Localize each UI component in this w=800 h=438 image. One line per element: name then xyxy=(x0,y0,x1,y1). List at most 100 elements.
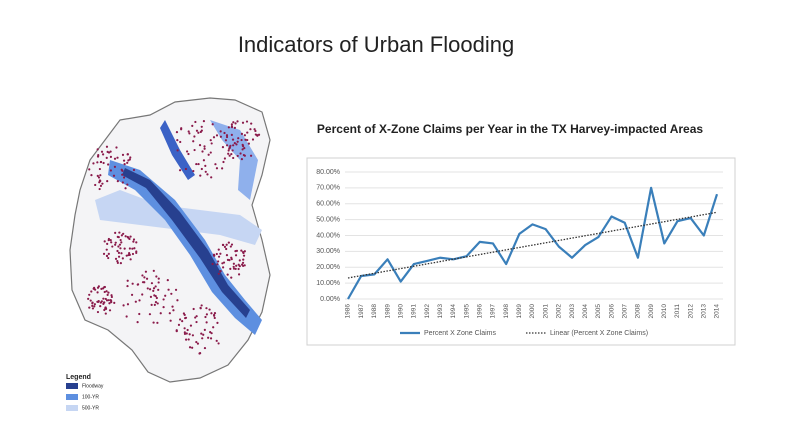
claim-dot xyxy=(126,279,129,282)
claim-dot xyxy=(175,330,178,333)
claim-dot xyxy=(107,299,110,302)
claim-dot xyxy=(110,241,113,244)
claim-dot xyxy=(90,290,93,293)
claim-dot xyxy=(96,155,100,158)
claim-dot xyxy=(88,306,91,309)
claim-dot xyxy=(92,162,95,165)
x-tick-label: 2009 xyxy=(648,304,655,319)
claim-dot xyxy=(134,300,137,303)
claim-dot xyxy=(208,308,211,311)
claim-dot xyxy=(222,261,226,264)
claim-dot xyxy=(122,176,126,179)
claim-dot xyxy=(187,338,190,341)
claim-dot xyxy=(241,261,245,264)
claim-dot xyxy=(228,146,231,149)
claim-dot xyxy=(237,263,240,266)
claim-dot xyxy=(223,245,227,248)
floodway xyxy=(122,168,250,318)
claim-dot xyxy=(227,241,230,244)
claim-dot xyxy=(162,298,165,301)
claim-dot xyxy=(116,249,119,253)
claim-dot xyxy=(192,307,195,311)
claim-dot xyxy=(113,301,116,304)
claim-dot xyxy=(229,144,232,147)
claim-dot xyxy=(132,238,136,241)
legend-label: Floodway xyxy=(82,383,104,389)
claim-dot xyxy=(232,265,235,268)
claim-dot xyxy=(217,260,220,263)
claim-dot xyxy=(179,140,182,144)
claim-dot xyxy=(222,160,225,164)
claim-dot xyxy=(128,247,131,250)
x-tick-label: 2002 xyxy=(556,304,563,319)
claim-dot xyxy=(197,131,200,134)
claim-dot xyxy=(131,252,135,256)
claim-dot xyxy=(230,125,234,128)
claim-dot xyxy=(235,264,238,267)
claim-dot xyxy=(221,243,225,246)
claim-dot xyxy=(239,152,242,155)
claim-dot xyxy=(188,132,191,135)
claim-dot xyxy=(215,167,219,170)
claim-dot xyxy=(241,148,244,151)
claim-dot xyxy=(174,288,178,291)
claim-dot xyxy=(213,316,216,320)
slide-title: Indicators of Urban Flooding xyxy=(238,32,514,57)
x-tick-label: 1991 xyxy=(411,304,418,319)
claim-dot xyxy=(234,267,237,270)
claim-dot xyxy=(138,312,141,316)
claim-dot xyxy=(242,251,245,255)
claim-dot xyxy=(196,342,200,345)
claim-dot xyxy=(217,255,221,258)
claim-dot xyxy=(205,321,208,324)
claim-dot xyxy=(207,153,210,156)
claim-dot xyxy=(168,312,171,315)
claim-dot xyxy=(128,253,131,256)
x-tick-label: 1997 xyxy=(490,304,497,319)
claim-dot xyxy=(96,310,100,314)
claim-dot xyxy=(200,332,203,335)
claim-dot xyxy=(152,269,155,272)
claim-dot xyxy=(209,139,212,142)
claim-dot xyxy=(251,138,255,141)
claim-dot xyxy=(116,156,119,159)
claim-dot xyxy=(129,156,132,159)
claim-dot xyxy=(116,261,119,264)
claim-dot xyxy=(195,340,198,344)
y-tick-label: 40.00% xyxy=(316,232,340,239)
claim-dot xyxy=(107,291,110,294)
claim-dot xyxy=(232,156,235,160)
claim-dot xyxy=(164,294,167,297)
legend-label: Percent X Zone Claims xyxy=(424,330,496,337)
claim-dot xyxy=(216,263,219,266)
claim-dot xyxy=(99,184,103,187)
claim-dot xyxy=(203,328,206,331)
claim-dot xyxy=(106,242,109,245)
claim-dot xyxy=(195,162,198,166)
claim-dot xyxy=(240,263,244,266)
claim-dot xyxy=(202,333,205,336)
claim-dot xyxy=(123,247,126,250)
claim-dot xyxy=(224,139,228,142)
claim-dot xyxy=(195,315,198,318)
claim-dot xyxy=(219,135,223,138)
claim-dot xyxy=(91,307,95,310)
claim-dot xyxy=(126,284,129,288)
claim-dot xyxy=(93,303,96,306)
claim-dot xyxy=(240,138,243,142)
y-tick-label: 70.00% xyxy=(316,185,340,192)
claim-dot xyxy=(194,120,197,124)
claim-dot xyxy=(184,167,188,171)
claim-dot xyxy=(231,149,234,152)
x-tick-label: 1992 xyxy=(424,304,431,319)
claim-dot xyxy=(215,134,219,137)
claim-dot xyxy=(233,142,236,145)
claim-dot xyxy=(254,129,257,133)
claim-dot xyxy=(157,277,160,280)
claim-dot xyxy=(121,153,125,156)
claim-dot xyxy=(153,294,156,297)
claim-dot xyxy=(91,301,94,304)
claim-dot xyxy=(99,160,103,164)
x-tick-label: 1993 xyxy=(437,304,444,319)
claim-dot xyxy=(100,150,104,153)
